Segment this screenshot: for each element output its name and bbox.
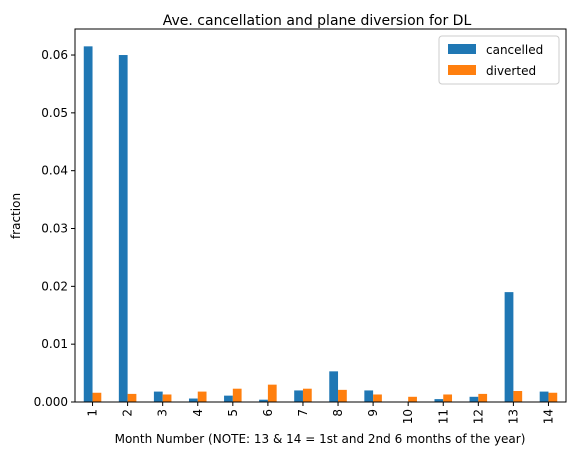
legend-swatch-diverted: [448, 65, 476, 75]
x-tick-label: 4: [191, 409, 205, 417]
bar-diverted-3: [162, 394, 172, 402]
x-tick-label: 7: [296, 409, 310, 417]
x-tick-label: 13: [506, 409, 520, 424]
x-tick-label: 1: [86, 409, 100, 417]
bar-cancelled-3: [153, 391, 163, 402]
bar-cancelled-13: [504, 292, 514, 402]
bar-cancelled-4: [188, 398, 198, 402]
bar-diverted-12: [478, 393, 488, 402]
bar-cancelled-1: [83, 46, 93, 402]
bar-cancelled-8: [329, 371, 339, 402]
plot-frame: [74, 28, 567, 403]
bar-diverted-1: [92, 392, 102, 402]
bar-diverted-11: [443, 394, 453, 402]
bar-cancelled-9: [364, 390, 374, 402]
bar-cancelled-2: [118, 55, 128, 402]
bar-cancelled-6: [259, 399, 268, 402]
bar-cancelled-14: [539, 391, 549, 402]
y-tick-label: 0.000: [34, 395, 68, 409]
x-tick-label: 9: [366, 409, 380, 417]
y-axis-label: fraction: [9, 193, 23, 239]
bar-diverted-8: [338, 389, 347, 402]
x-axis-label: Month Number (NOTE: 13 & 14 = 1st and 2n…: [115, 432, 526, 446]
bar-diverted-13: [513, 391, 523, 402]
y-axis: 0.000 0.01 0.02 0.03 0.04 0.05 0.06: [34, 48, 75, 409]
bar-cancelled-5: [224, 395, 233, 402]
bar-diverted-5: [232, 388, 242, 402]
y-tick-label: 0.06: [41, 48, 68, 62]
x-axis: 1 2 3 4 5 6 7 8 9 10 11 12 13 14: [86, 402, 555, 424]
bar-diverted-2: [127, 393, 137, 402]
y-tick-label: 0.02: [41, 279, 68, 293]
x-tick-label: 14: [541, 409, 555, 424]
bar-diverted-6: [267, 384, 277, 402]
x-tick-label: 2: [121, 409, 135, 417]
bar-diverted-7: [302, 388, 312, 402]
x-tick-label: 11: [436, 409, 450, 424]
x-tick-label: 10: [401, 409, 415, 424]
bar-cancelled-7: [294, 390, 303, 402]
bar-diverted-14: [548, 392, 558, 402]
bars: [83, 46, 558, 402]
bar-diverted-10: [408, 396, 417, 402]
y-tick-label: 0.03: [41, 222, 68, 236]
bar-cancelled-11: [434, 399, 444, 402]
legend-label-diverted: diverted: [486, 64, 536, 78]
bar-diverted-4: [197, 391, 207, 402]
x-tick-label: 6: [261, 409, 275, 417]
bar-diverted-9: [373, 394, 382, 402]
x-tick-label: 12: [471, 409, 485, 424]
legend: cancelled diverted: [438, 35, 560, 85]
legend-swatch-cancelled: [448, 44, 476, 54]
legend-label-cancelled: cancelled: [486, 43, 543, 57]
chart-title: Ave. cancellation and plane diversion fo…: [163, 13, 472, 29]
x-tick-label: 8: [331, 409, 345, 417]
bar-cancelled-12: [469, 396, 479, 402]
x-tick-label: 3: [156, 409, 170, 417]
y-tick-label: 0.01: [41, 337, 68, 351]
x-tick-label: 5: [226, 409, 240, 417]
y-tick-label: 0.05: [41, 106, 68, 120]
y-tick-label: 0.04: [41, 164, 68, 178]
